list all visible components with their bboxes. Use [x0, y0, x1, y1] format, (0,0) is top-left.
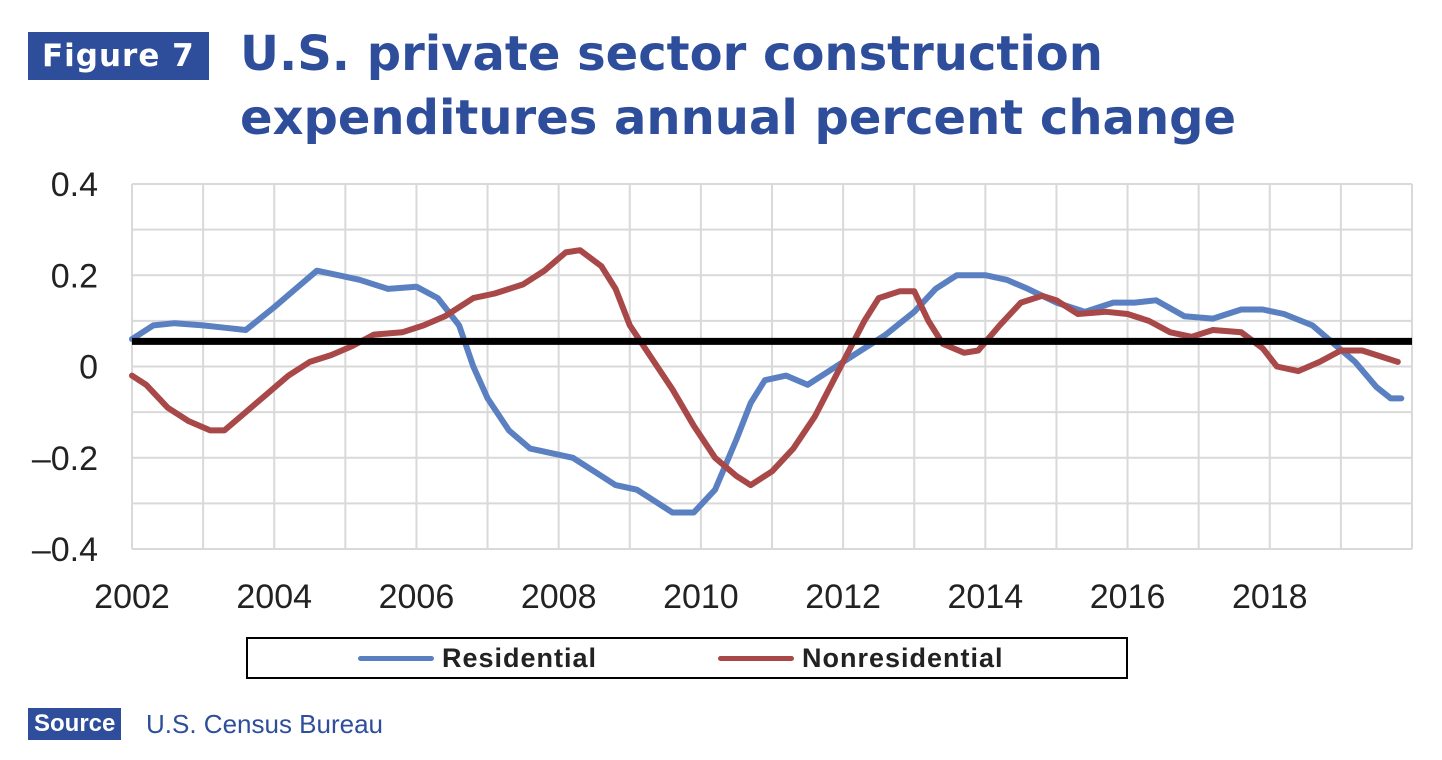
chart-legend: Residential Nonresidential: [246, 637, 1128, 679]
x-tick-label: 2018: [1232, 578, 1308, 616]
legend-label-nonresidential: Nonresidential: [802, 642, 1004, 673]
line-chart: 0.4 0.2 0 –0.2 –0.4 2002 2004 2006 2008 2010 2012 2…: [32, 166, 1413, 616]
chart-title: U.S. private sector construction expendi…: [240, 26, 1237, 146]
legend-item-nonresidential: Nonresidential: [718, 639, 1004, 677]
legend-item-residential: Residential: [358, 639, 597, 677]
series-line-residential: [129, 267, 1405, 516]
y-tick-label: 0: [79, 349, 98, 387]
series-line-nonresidential: [129, 247, 1401, 489]
x-tick-label: 2008: [521, 578, 597, 616]
x-tick-label: 2010: [663, 578, 739, 616]
x-tick-label: 2014: [948, 578, 1024, 616]
x-tick-label: 2006: [379, 578, 455, 616]
y-tick-label: 0.2: [51, 257, 98, 295]
x-tick-label: 2012: [805, 578, 881, 616]
legend-swatch-residential: [358, 655, 434, 661]
x-tick-label: 2002: [94, 578, 170, 616]
figure-badge: Figure 7: [28, 32, 209, 80]
y-tick-label: –0.2: [32, 440, 98, 478]
y-tick-label: –0.4: [32, 531, 98, 569]
source-badge: Source: [28, 708, 122, 740]
x-tick-label: 2004: [236, 578, 312, 616]
y-tick-label: 0.4: [51, 166, 98, 204]
x-tick-label: 2016: [1090, 578, 1166, 616]
legend-swatch-nonresidential: [718, 655, 794, 661]
source-text: U.S. Census Bureau: [146, 709, 384, 739]
legend-label-residential: Residential: [442, 642, 598, 673]
